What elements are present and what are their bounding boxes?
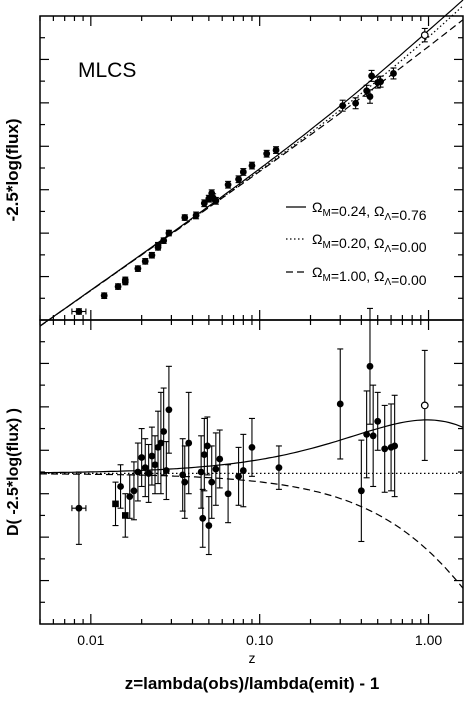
data-point bbox=[151, 461, 159, 469]
x-tick-label: 0.01 bbox=[77, 632, 104, 648]
data-point bbox=[165, 229, 173, 237]
data-point bbox=[181, 214, 189, 221]
model-curve-solid bbox=[39, 0, 464, 327]
data-point bbox=[148, 251, 156, 259]
data-point bbox=[275, 464, 283, 472]
data-point bbox=[199, 514, 207, 522]
data-point bbox=[212, 197, 220, 205]
data-point bbox=[235, 472, 242, 480]
data-point bbox=[203, 442, 211, 450]
data-point bbox=[200, 451, 208, 459]
data-point bbox=[117, 483, 124, 490]
legend-entry: ΩM=1.00, ΩΛ=0.00 bbox=[286, 264, 427, 288]
data-point bbox=[235, 175, 242, 183]
legend-label: ΩM=0.20, ΩΛ=0.00 bbox=[312, 231, 427, 255]
data-point bbox=[366, 362, 374, 370]
data-point bbox=[145, 470, 153, 477]
data-point bbox=[239, 467, 247, 474]
data-point-square bbox=[112, 500, 119, 508]
data-point bbox=[369, 432, 377, 440]
data-point bbox=[181, 478, 189, 486]
data-point bbox=[357, 487, 365, 495]
data-point bbox=[224, 181, 232, 189]
data-point bbox=[216, 455, 224, 463]
data-point bbox=[162, 467, 170, 474]
data-point-open bbox=[420, 401, 429, 410]
data-point bbox=[75, 504, 83, 512]
data-point bbox=[352, 99, 360, 107]
top-data-points bbox=[71, 27, 429, 315]
x-axis-symbol: z bbox=[249, 650, 256, 666]
data-point bbox=[160, 237, 168, 245]
data-point bbox=[224, 490, 232, 498]
data-point bbox=[154, 243, 162, 251]
x-tick-label: 0.10 bbox=[246, 632, 273, 648]
x-axis-title: z=lambda(obs)/lambda(emit) - 1 bbox=[125, 674, 380, 693]
data-point bbox=[390, 70, 397, 77]
legend: ΩM=0.24, ΩΛ=0.76 ΩM=0.20, ΩΛ=0.00 ΩM=1.00,… bbox=[286, 199, 427, 288]
legend-entry: ΩM=0.24, ΩΛ=0.76 bbox=[286, 199, 427, 223]
x-tick-labels: 0.01 0.10 1.00 bbox=[77, 632, 442, 648]
data-point-open bbox=[420, 31, 429, 40]
data-point bbox=[192, 212, 200, 219]
model-residual-curve-dashed bbox=[40, 473, 464, 589]
data-point bbox=[126, 493, 134, 501]
data-point bbox=[205, 522, 213, 529]
data-point bbox=[185, 439, 193, 447]
data-point bbox=[248, 162, 256, 169]
data-point bbox=[148, 452, 156, 460]
data-point bbox=[239, 168, 247, 176]
data-point bbox=[160, 428, 168, 435]
data-point bbox=[197, 468, 205, 476]
data-point-square bbox=[121, 512, 129, 519]
data-point bbox=[339, 102, 347, 110]
data-point bbox=[366, 93, 374, 100]
legend-entry: ΩM=0.20, ΩΛ=0.00 bbox=[286, 231, 427, 255]
data-point bbox=[134, 265, 142, 273]
data-point bbox=[134, 468, 142, 476]
legend-label: ΩM=1.00, ΩΛ=0.00 bbox=[312, 264, 427, 288]
bottom-y-axis-title: D( -2.5*log(flux) ) bbox=[5, 408, 22, 536]
data-point bbox=[263, 150, 271, 158]
method-label: MLCS bbox=[78, 59, 136, 82]
data-point bbox=[381, 445, 389, 453]
data-point bbox=[363, 87, 371, 95]
data-point bbox=[368, 72, 375, 80]
data-point bbox=[391, 442, 399, 450]
data-point bbox=[363, 430, 371, 438]
data-point bbox=[121, 276, 129, 284]
data-point bbox=[141, 257, 149, 265]
data-point bbox=[130, 487, 138, 495]
data-point bbox=[336, 400, 344, 408]
data-point bbox=[208, 478, 216, 486]
bottom-data-points bbox=[71, 307, 429, 556]
data-point bbox=[114, 283, 122, 290]
data-point bbox=[272, 146, 280, 154]
bottom-panel: 0.01 0.10 1.00 bbox=[39, 307, 464, 648]
data-point bbox=[141, 464, 149, 472]
x-tick-label: 1.00 bbox=[415, 632, 442, 648]
data-point bbox=[165, 406, 173, 414]
data-point bbox=[248, 443, 256, 451]
data-point bbox=[138, 454, 146, 461]
data-point bbox=[100, 292, 108, 300]
data-point bbox=[377, 78, 384, 86]
data-point bbox=[212, 465, 220, 473]
data-point bbox=[75, 308, 83, 315]
data-point bbox=[374, 417, 382, 425]
data-point bbox=[157, 439, 165, 447]
top-y-axis-title: -2.5*log(flux) bbox=[3, 119, 22, 222]
legend-label: ΩM=0.24, ΩΛ=0.76 bbox=[312, 199, 427, 223]
top-axis-ticks bbox=[39, 16, 463, 320]
